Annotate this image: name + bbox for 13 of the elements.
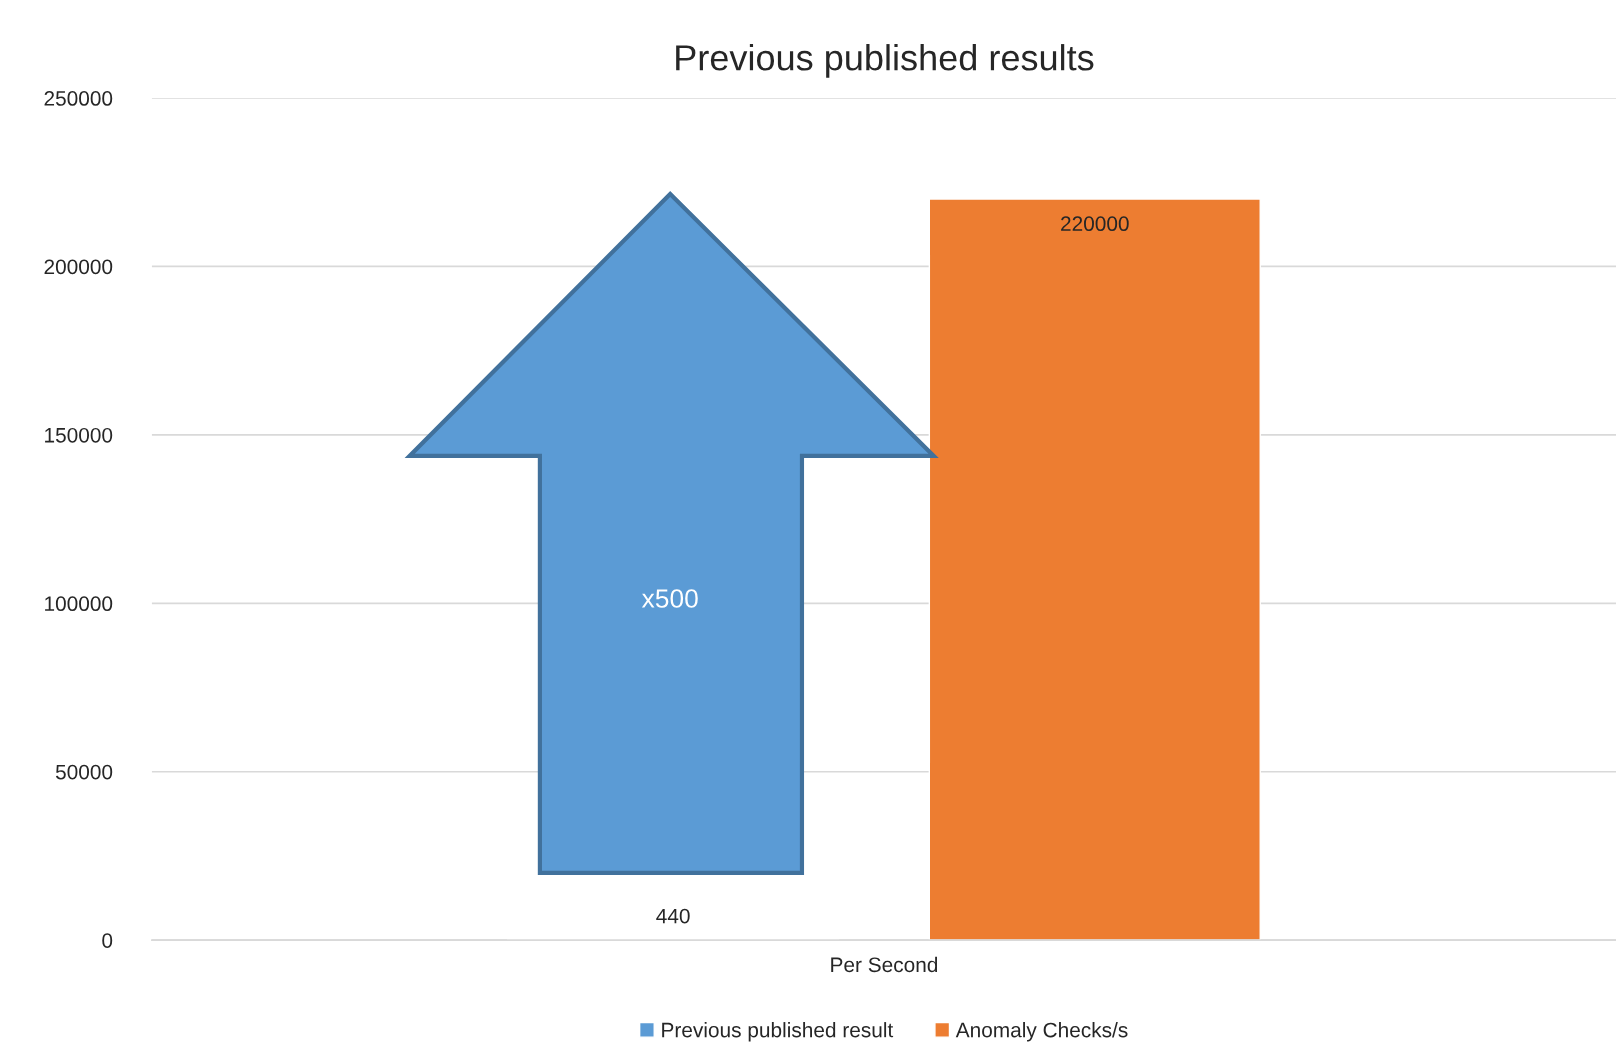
y-tick-label: 100000 — [45, 596, 113, 612]
y-tick-label: 50000 — [55, 764, 113, 780]
y-tick-label: 200000 — [44, 259, 113, 275]
y-tick-label: 150000 — [45, 427, 113, 443]
y-tick-label: 250000 — [44, 91, 113, 106]
chart-title: Previous published results — [676, 44, 1094, 78]
legend-label: Anomaly Checks/s — [955, 1022, 1128, 1042]
data-label: 440 — [656, 908, 690, 924]
data-label: 220000 — [1061, 216, 1129, 232]
legend-label: Previous published result — [662, 1022, 894, 1042]
annotation: x500 — [641, 589, 698, 608]
x-tick-label: Per Second — [831, 956, 938, 973]
y-tick-label: 0 — [102, 933, 113, 948]
